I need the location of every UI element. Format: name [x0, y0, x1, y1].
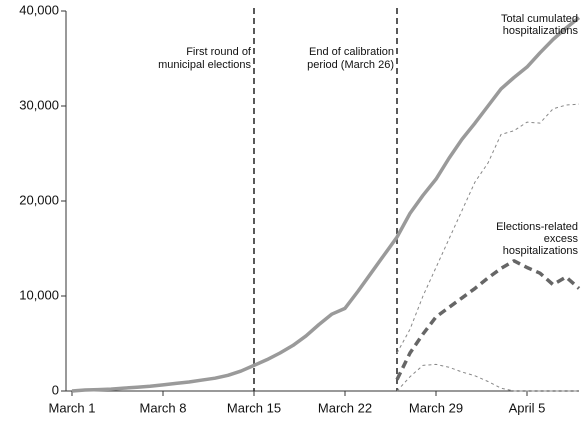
- annotation-text: End of calibration: [309, 46, 394, 58]
- series-line: [71, 16, 581, 393]
- x-tick-label: March 15: [227, 400, 281, 415]
- y-tick-label: 30,000: [19, 97, 59, 112]
- y-tick-label: 20,000: [19, 192, 59, 207]
- series-label: Elections-related: [496, 221, 578, 233]
- annotation-text: period (March 26): [307, 59, 394, 71]
- series-label: hospitalizations: [503, 25, 579, 37]
- series-line: [396, 103, 580, 354]
- series-label: hospitalizations: [503, 245, 579, 257]
- x-tick-label: March 22: [318, 400, 372, 415]
- x-tick-label: March 29: [409, 400, 463, 415]
- y-tick-label: 40,000: [19, 2, 59, 17]
- x-tick-label: March 1: [49, 400, 96, 415]
- series-label: excess: [544, 233, 579, 245]
- annotation-text: First round of: [186, 46, 252, 58]
- y-tick-label: 0: [52, 382, 59, 397]
- x-tick-label: March 8: [140, 400, 187, 415]
- series-line: [396, 363, 579, 392]
- x-tick-label: April 5: [509, 400, 546, 415]
- series-line: [395, 259, 581, 381]
- series-label: Total cumulated: [501, 13, 578, 25]
- annotation-text: municipal elections: [158, 59, 251, 71]
- y-tick-label: 10,000: [19, 287, 59, 302]
